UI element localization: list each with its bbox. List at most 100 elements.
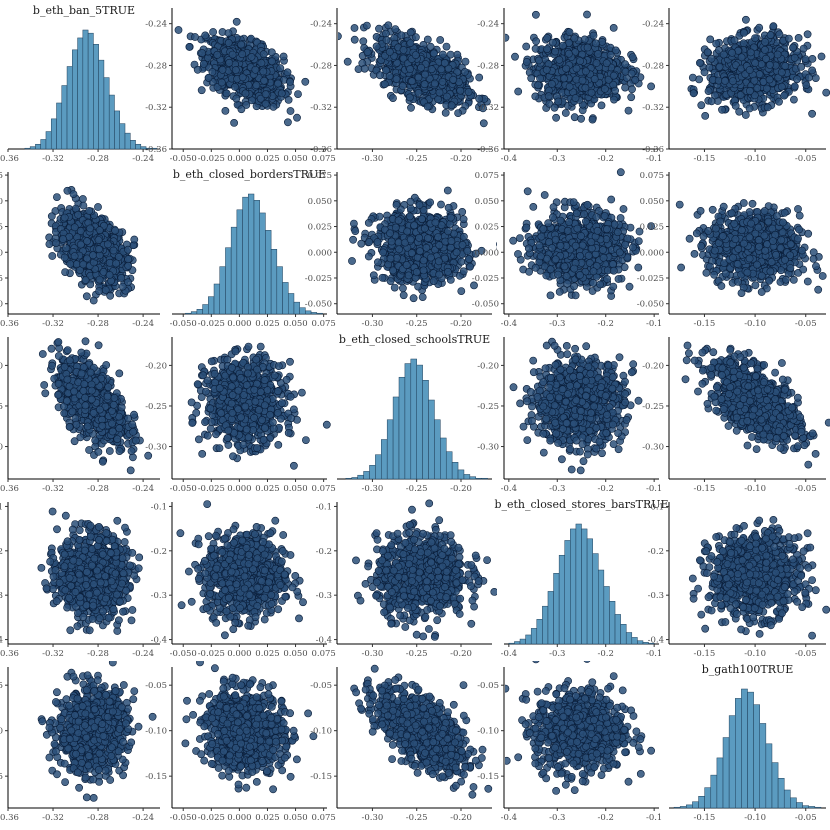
- y-tick-label: 0.025: [0, 223, 3, 233]
- scatter-point: [446, 50, 455, 59]
- scatter-point: [74, 210, 82, 219]
- scatter-point: [589, 31, 598, 40]
- scatter-point: [423, 102, 432, 111]
- scatter-point: [475, 94, 484, 103]
- scatter-point: [559, 41, 567, 50]
- scatter-point: [106, 291, 115, 300]
- panel-1-0: -0.36-0.32-0.28-0.24-0.050-0.0250.0000.0…: [0, 171, 160, 329]
- scatter-point: [60, 213, 69, 222]
- scatter-points: [174, 17, 310, 127]
- scatter-point: [627, 69, 636, 78]
- x-tick-label: -0.30: [362, 154, 384, 164]
- scatter-point: [456, 86, 465, 95]
- scatter-point: [793, 75, 801, 84]
- x-tick-label: 0.025: [255, 154, 279, 164]
- hist-bar: [151, 147, 157, 150]
- scatter-point: [406, 39, 415, 47]
- scatter-point: [761, 38, 769, 46]
- scatter-point: [700, 68, 709, 77]
- scatter-point: [790, 82, 799, 91]
- scatter-point: [429, 49, 438, 58]
- scatter-point: [441, 109, 450, 117]
- scatter-point: [399, 46, 408, 54]
- scatter-point: [76, 240, 85, 249]
- scatter-point: [45, 240, 54, 248]
- scatter-point: [737, 53, 746, 62]
- scatter-point: [591, 39, 600, 48]
- y-tick-label: -0.28: [477, 61, 499, 71]
- scatter-point: [534, 81, 542, 90]
- scatter-point: [755, 70, 764, 79]
- scatter-point: [496, 241, 497, 247]
- scatter-points: [338, 21, 491, 128]
- scatter-point: [225, 58, 234, 67]
- scatter-point: [440, 59, 449, 67]
- scatter-point: [808, 109, 816, 118]
- scatter-point: [746, 48, 755, 57]
- scatter-point: [385, 48, 394, 56]
- hist-bar: [77, 37, 84, 150]
- x-tick-label: -0.050: [170, 154, 197, 164]
- scatter-point: [560, 74, 568, 83]
- scatter-point: [89, 251, 97, 260]
- x-tick-label: 0.050: [283, 154, 307, 164]
- scatter-point: [261, 99, 270, 108]
- scatter-point: [561, 109, 570, 117]
- scatter-point: [360, 64, 369, 73]
- scatter-point: [99, 267, 108, 276]
- y-tick-label: -0.24: [642, 20, 664, 30]
- scatter-point: [587, 88, 596, 97]
- scatter-point: [773, 50, 782, 59]
- scatter-point: [565, 49, 573, 58]
- scatter-point: [426, 42, 435, 51]
- scatter-point: [449, 75, 458, 84]
- hist-bar: [29, 146, 36, 150]
- scatter-point: [238, 73, 247, 82]
- scatter-point: [391, 25, 400, 33]
- y-tick-label: -0.28: [145, 61, 167, 71]
- scatter-point: [94, 203, 102, 211]
- scatter-point: [405, 93, 414, 102]
- x-tick-label: -0.30: [362, 319, 384, 329]
- scatter-point: [260, 76, 268, 85]
- scatter-point: [742, 15, 750, 24]
- scatter-point: [389, 94, 397, 102]
- scatter-point: [801, 55, 810, 63]
- x-tick-label: -0.24: [132, 319, 154, 329]
- scatter-point: [766, 61, 774, 69]
- scatter-point: [712, 39, 721, 48]
- scatter-point: [688, 73, 697, 82]
- scatter-point: [124, 278, 132, 287]
- scatter-point: [588, 115, 597, 124]
- scatter-point: [711, 91, 719, 100]
- y-tick-label: -0.32: [310, 103, 332, 113]
- scatter-point: [627, 93, 636, 102]
- x-tick-label: 0.000: [227, 154, 251, 164]
- scatter-point: [256, 94, 265, 103]
- scatter-point: [267, 48, 276, 57]
- scatter-point: [406, 28, 415, 37]
- scatter-point: [602, 59, 611, 68]
- scatter-point: [399, 291, 408, 300]
- scatter-point: [112, 259, 120, 268]
- x-tick-label: -0.025: [198, 154, 225, 164]
- scatter-point: [232, 94, 241, 103]
- y-tick-label: -0.050: [0, 300, 3, 310]
- scatter-point: [231, 83, 239, 91]
- scatter-point: [594, 50, 602, 58]
- scatter-point: [751, 34, 759, 42]
- scatter-point: [750, 91, 759, 100]
- scatter-point: [237, 105, 246, 114]
- scatter-point: [532, 37, 540, 46]
- hist-bar: [114, 110, 120, 150]
- x-tick-label: -0.15: [694, 154, 716, 164]
- scatter-point: [213, 50, 222, 59]
- scatter-point: [550, 103, 559, 112]
- scatter-point: [479, 104, 487, 113]
- scatter-point: [86, 224, 94, 233]
- hist-bar: [202, 304, 209, 315]
- scatter-point: [736, 91, 745, 99]
- scatter-point: [238, 50, 247, 59]
- scatter-point: [543, 45, 551, 53]
